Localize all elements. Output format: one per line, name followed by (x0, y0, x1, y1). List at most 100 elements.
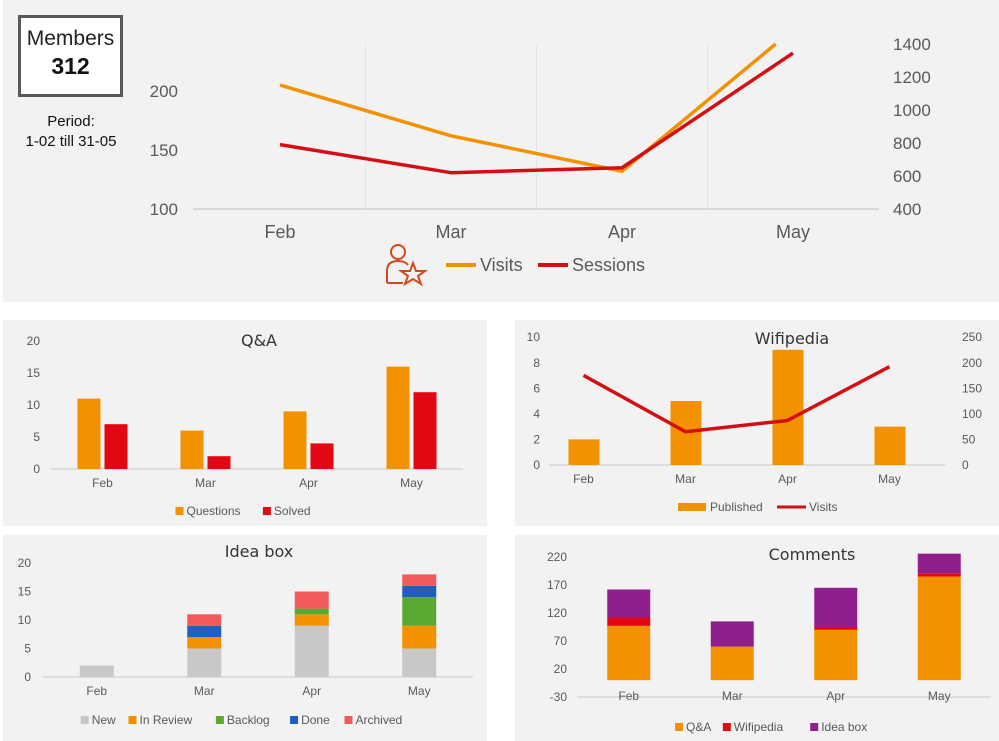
bar-questions-mar (180, 430, 204, 469)
legend-label-in-review: In Review (140, 713, 193, 727)
y-tick-1: 5 (24, 642, 31, 656)
legend-label-published: Published (710, 500, 763, 514)
bar-new-mar (187, 648, 222, 677)
chart-title: Wifipedia (755, 329, 829, 348)
period-info: Period: 1-02 till 31-05 (6, 112, 136, 152)
y-tick-4: 20 (27, 334, 41, 348)
x-tick-label-may: May (400, 476, 423, 490)
y-tick-2: 10 (27, 398, 41, 412)
bar-published-may (874, 426, 906, 465)
series-line-visits (279, 42, 777, 173)
y-left-tick-0: 0 (533, 458, 540, 472)
y-left-tick-4: 8 (533, 356, 540, 370)
y-right-tick-3: 150 (962, 381, 982, 395)
legend-label-questions: Questions (187, 504, 241, 518)
wifipedia-panel: Wifipedia 0 2 4 6 8 10 0 50 100 150 200 250 Feb Mar Apr… (515, 320, 999, 526)
bar-archived-mar (187, 614, 222, 626)
chart-title: Comments (769, 545, 856, 564)
legend-label-done: Done (301, 713, 330, 727)
y-right-tick-3: 1000 (893, 101, 931, 120)
bar-q-a-may (917, 576, 961, 681)
x-tick-label-mar: Mar (436, 222, 467, 242)
x-tick-label-mar: Mar (194, 684, 215, 698)
legend-label-q-a: Q&A (686, 720, 711, 734)
bar-new-feb (79, 665, 114, 677)
legend-label-solved: Solved (274, 504, 311, 518)
x-tick-label-mar: Mar (722, 689, 743, 703)
y-tick-0: -30 (550, 690, 568, 704)
bar-solved-apr (310, 443, 334, 469)
comments-stacked-chart: Comments -30 20 70 120 170 220 Feb Mar Apr May Q&A W… (547, 545, 991, 734)
y-tick-3: 15 (27, 366, 41, 380)
legend-label-wifipedia: Wifipedia (734, 720, 784, 734)
x-tick-label-feb: Feb (86, 684, 107, 698)
bar-archived-apr (294, 591, 329, 609)
bar-questions-may (386, 366, 410, 469)
bar-new-apr (294, 625, 329, 677)
members-card: Members 312 (18, 15, 123, 97)
legend-swatch-solved (262, 507, 271, 515)
bar-idea-box-apr (814, 587, 858, 627)
y-tick-0: 0 (33, 462, 40, 476)
y-left-tick-1: 2 (533, 433, 540, 447)
y-tick-2: 70 (554, 634, 568, 648)
period-label: Period: (47, 113, 95, 130)
x-tick-label-mar: Mar (195, 476, 216, 490)
x-tick-label-may: May (776, 222, 810, 242)
bar-done-may (402, 585, 437, 598)
y-left-tick-0: 100 (150, 200, 178, 219)
y-tick-2: 10 (18, 613, 32, 627)
bar-in-review-mar (187, 637, 222, 649)
x-tick-label-feb: Feb (618, 689, 639, 703)
y-tick-1: 20 (554, 662, 568, 676)
legend-swatch-questions (175, 507, 184, 515)
legend-label-archived: Archived (356, 713, 403, 727)
x-tick-label-feb: Feb (264, 222, 295, 242)
legend-label-idea-box: Idea box (821, 720, 867, 734)
bar-wifipedia-apr (814, 627, 858, 630)
legend-swatch-done (290, 716, 299, 724)
x-tick-label-may: May (408, 684, 431, 698)
legend-swatch-idea-box (810, 723, 819, 731)
y-right-tick-1: 50 (962, 433, 976, 447)
x-tick-label-apr: Apr (608, 222, 636, 242)
x-tick-label-apr: Apr (826, 689, 845, 703)
legend-swatch-published (678, 503, 706, 511)
x-tick-label-apr: Apr (299, 476, 318, 490)
members-count: 312 (51, 53, 90, 79)
x-tick-label-may: May (928, 689, 951, 703)
x-tick-label-may: May (878, 472, 901, 486)
bar-questions-feb (77, 398, 101, 469)
legend-swatch-wifipedia (722, 723, 731, 731)
x-tick-label-apr: Apr (778, 472, 797, 486)
series-line-sessions (279, 51, 794, 175)
legend-swatch-backlog (215, 716, 224, 724)
user-star-icon (386, 244, 429, 287)
y-left-tick-3: 6 (533, 381, 540, 395)
legend-label-sessions: Sessions (572, 255, 645, 275)
x-tick-label-feb: Feb (92, 476, 113, 490)
y-tick-0: 0 (24, 670, 31, 684)
x-tick-label-mar: Mar (675, 472, 696, 486)
y-tick-3: 120 (547, 606, 567, 620)
ideabox-panel: Idea box 0 5 10 15 20 Feb Mar Apr May New In Review… (3, 535, 487, 741)
y-tick-5: 220 (547, 550, 567, 564)
legend-label-new: New (92, 713, 116, 727)
bar-idea-box-mar (710, 621, 754, 647)
legend-label-backlog: Backlog (227, 713, 270, 727)
y-left-tick-2: 200 (150, 82, 178, 101)
y-right-tick-2: 100 (962, 407, 982, 421)
x-tick-label-apr: Apr (302, 684, 321, 698)
legend-swatch-archived (344, 716, 353, 724)
bar-published-apr (772, 349, 804, 465)
traffic-line-chart: 100 150 200 400 600 800 1000 1200 1400 Feb Mar Apr M… (150, 35, 931, 287)
legend-label-visits: Visits (480, 255, 523, 275)
y-left-tick-1: 150 (150, 141, 178, 160)
chart-title: Q&A (241, 331, 277, 350)
legend-swatch-new (80, 716, 89, 724)
y-tick-4: 20 (18, 556, 32, 570)
bar-q-a-apr (814, 629, 858, 681)
y-right-tick-5: 1400 (893, 35, 931, 54)
y-right-tick-0: 400 (893, 200, 921, 219)
